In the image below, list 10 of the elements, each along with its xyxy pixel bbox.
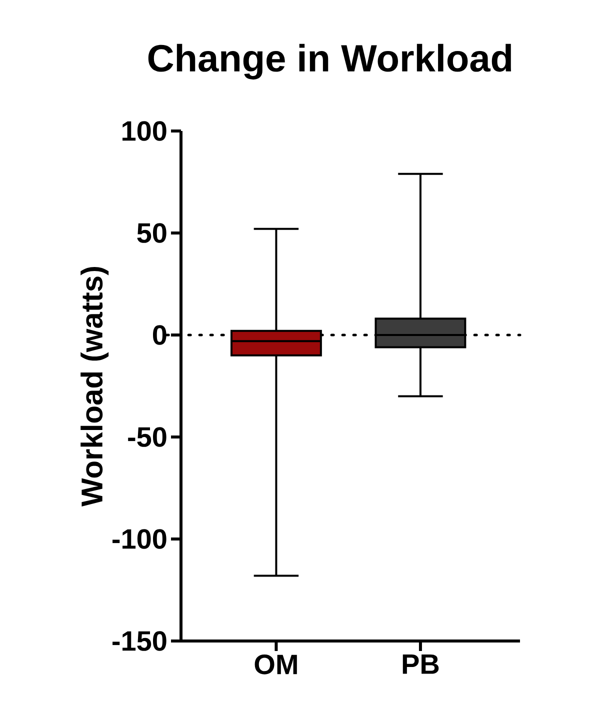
- y-tick-label: 50: [137, 223, 166, 243]
- y-tick-label: -150: [112, 631, 166, 651]
- y-tick-label: -100: [112, 529, 166, 549]
- y-tick-label: 100: [122, 121, 166, 141]
- x-tick-label: PB: [402, 654, 439, 674]
- chart-title: Change in Workload: [148, 44, 512, 80]
- x-tick-label: OM: [254, 654, 297, 674]
- y-axis-title: Workload (watts): [80, 266, 109, 507]
- y-tick-label: 0: [153, 325, 166, 345]
- y-tick-label: -50: [128, 427, 166, 447]
